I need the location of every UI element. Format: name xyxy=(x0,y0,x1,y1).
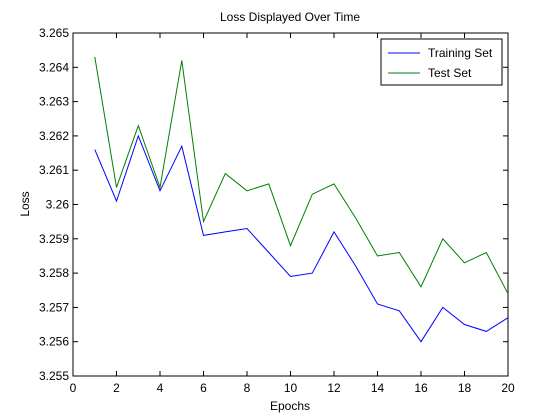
x-tick-label: 16 xyxy=(414,381,428,395)
legend-label: Training Set xyxy=(428,46,493,60)
y-tick-label: 3.26 xyxy=(46,198,70,212)
x-tick-label: 12 xyxy=(327,381,341,395)
chart-title: Loss Displayed Over Time xyxy=(220,10,360,24)
legend: Training Set Test Set xyxy=(380,38,503,86)
x-tick-label: 20 xyxy=(501,381,515,395)
x-tick-label: 8 xyxy=(244,381,251,395)
x-tick-label: 18 xyxy=(458,381,472,395)
y-tick-label: 3.256 xyxy=(39,335,69,349)
series-line-training-set xyxy=(94,134,509,343)
y-tick-label: 3.265 xyxy=(39,26,69,40)
y-tick-label: 3.257 xyxy=(39,300,69,314)
legend-label: Test Set xyxy=(428,66,472,80)
x-tick-label: 6 xyxy=(200,381,207,395)
x-tick-label: 10 xyxy=(284,381,298,395)
y-tick-label: 3.259 xyxy=(39,232,69,246)
x-tick-label: 2 xyxy=(113,381,120,395)
y-tick-label: 3.264 xyxy=(39,60,69,74)
y-tick-label: 3.258 xyxy=(39,266,69,280)
axis-ticks: 0 2 4 6 8 10 12 14 16 18 20 3.255 3.256 3.257 3.258 3.2… xyxy=(39,26,515,395)
y-tick-label: 3.261 xyxy=(39,163,69,177)
legend-box xyxy=(380,38,503,86)
x-tick-label: 4 xyxy=(157,381,164,395)
x-tick-label: 14 xyxy=(371,381,385,395)
y-tick-label: 3.255 xyxy=(39,369,69,383)
y-axis-label: Loss xyxy=(18,191,32,216)
x-axis-label: Epochs xyxy=(270,399,310,413)
x-tick-label: 0 xyxy=(70,381,77,395)
series-lines xyxy=(94,56,509,343)
series-line-test-set xyxy=(94,56,509,294)
y-tick-label: 3.263 xyxy=(39,95,69,109)
y-tick-label: 3.262 xyxy=(39,129,69,143)
